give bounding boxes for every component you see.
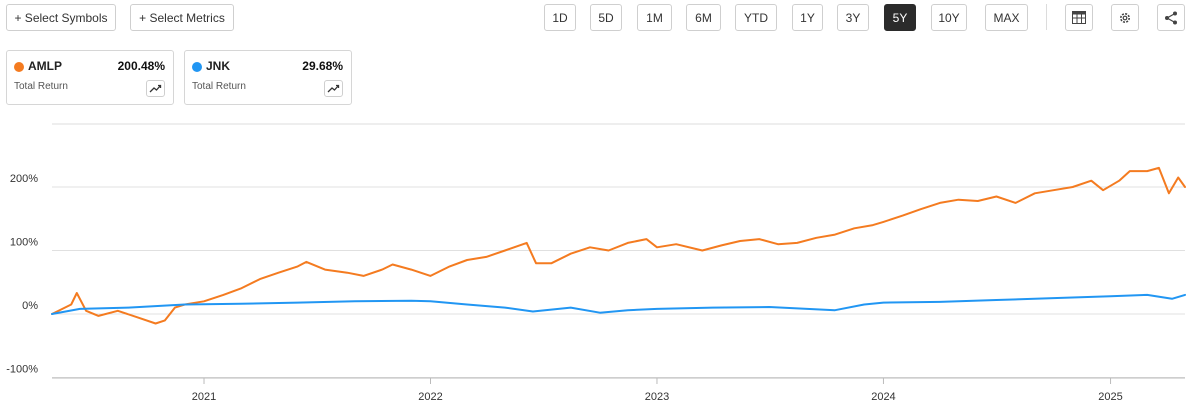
x-tick-label: 2024 (871, 391, 895, 403)
y-tick-label: -100% (6, 364, 38, 376)
amlp-color-dot (14, 62, 24, 72)
select-metrics-button[interactable]: + Select Metrics (130, 4, 234, 31)
table-icon (1072, 11, 1086, 24)
range-3y-button[interactable]: 3Y (837, 4, 869, 31)
legend-symbol: AMLP (28, 59, 62, 73)
legend-card-amlp[interactable]: AMLP 200.48% Total Return (6, 50, 174, 105)
range-ytd-button[interactable]: YTD (735, 4, 777, 31)
legend-symbol: JNK (206, 59, 231, 73)
series-line-jnk (51, 293, 1186, 315)
select-symbols-button[interactable]: + Select Symbols (6, 4, 116, 31)
share-icon (1165, 11, 1177, 24)
jnk-color-dot (192, 62, 202, 72)
legend-card-jnk[interactable]: JNK 29.68% Total Return (184, 50, 352, 105)
range-1d-button[interactable]: 1D (544, 4, 576, 31)
legend-metric: Total Return (14, 81, 68, 92)
trend-button[interactable] (324, 80, 343, 97)
settings-button[interactable] (1111, 4, 1139, 31)
y-tick-label: 200% (10, 173, 38, 185)
legend-value: 29.68% (302, 59, 343, 73)
table-view-button[interactable] (1065, 4, 1093, 31)
range-5y-button[interactable]: 5Y (884, 4, 916, 31)
range-6m-button[interactable]: 6M (686, 4, 721, 31)
range-5d-button[interactable]: 5D (590, 4, 622, 31)
x-tick-label: 2021 (192, 391, 216, 403)
x-tick-label: 2025 (1098, 391, 1122, 403)
trend-button[interactable] (146, 80, 165, 97)
y-tick-label: 0% (22, 300, 38, 312)
trend-icon (149, 84, 162, 93)
toolbar-divider (1046, 4, 1047, 30)
series-line-amlp (51, 166, 1186, 325)
trend-icon (327, 84, 340, 93)
legend-value: 200.48% (117, 59, 165, 73)
x-tick-label: 2022 (418, 391, 442, 403)
x-tick-label: 2023 (645, 391, 669, 403)
range-max-button[interactable]: MAX (985, 4, 1028, 31)
range-1m-button[interactable]: 1M (637, 4, 672, 31)
range-10y-button[interactable]: 10Y (931, 4, 967, 31)
share-button[interactable] (1157, 4, 1185, 31)
legend-metric: Total Return (192, 81, 246, 92)
range-1y-button[interactable]: 1Y (792, 4, 823, 31)
y-tick-label: 100% (10, 237, 38, 249)
gear-icon (1120, 12, 1130, 23)
